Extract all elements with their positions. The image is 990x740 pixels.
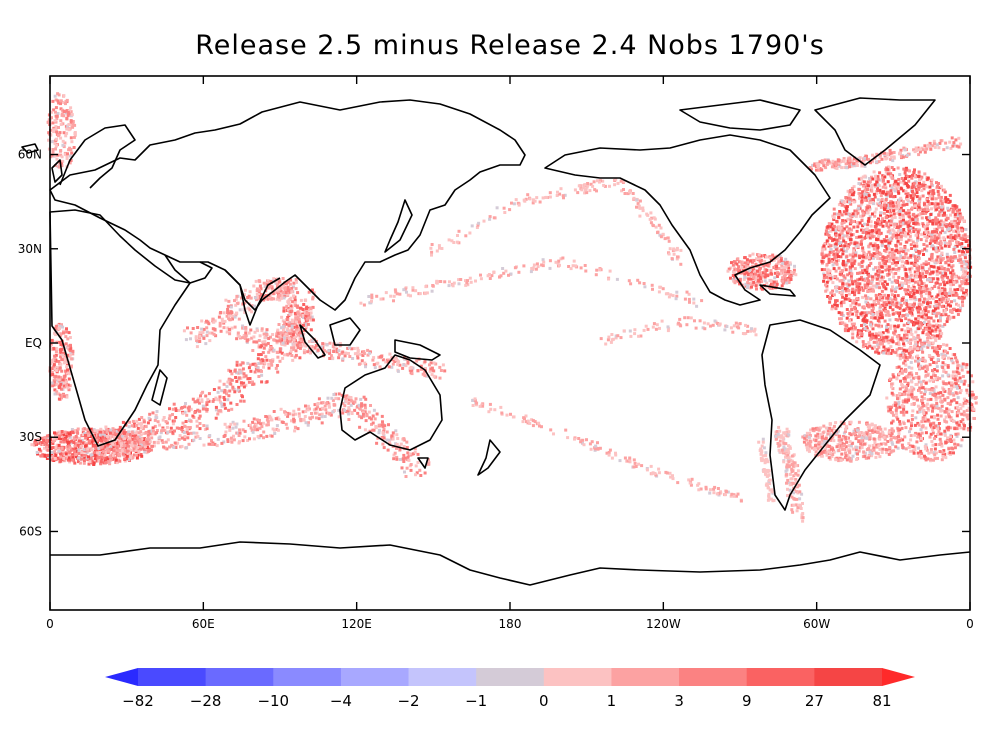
colorbar-label: 3 <box>674 692 684 710</box>
colorbar-swatch <box>746 668 815 686</box>
colorbar-label: 27 <box>805 692 824 710</box>
colorbar: −82 −28 −10 −4 −2 −1 0 1 3 9 27 81 <box>105 668 915 710</box>
coast-cuba <box>759 284 796 297</box>
colorbar-label: −1 <box>465 692 487 710</box>
colorbar-label: −4 <box>330 692 352 710</box>
coast-south-america <box>761 319 881 511</box>
coast-antarctica <box>50 541 971 586</box>
coast-north-america <box>544 134 831 306</box>
coast-tasmania <box>417 457 429 469</box>
colorbar-label: 0 <box>539 692 549 710</box>
lat-tick-label: 30S <box>19 430 42 444</box>
coast-madagascar <box>151 369 168 406</box>
colorbar-label: −82 <box>122 692 154 710</box>
colorbar-swatch <box>476 668 545 686</box>
lon-tick-label: 120E <box>341 617 372 631</box>
coast-sumatra <box>299 324 326 359</box>
colorbar-swatch <box>543 668 612 686</box>
colorbar-right-arrow <box>882 668 915 686</box>
coastlines <box>21 97 971 586</box>
lon-tick-label: 180 <box>499 617 522 631</box>
lat-tick-label: 60N <box>18 148 42 162</box>
coast-scandinavia <box>59 124 136 189</box>
colorbar-label: 1 <box>607 692 617 710</box>
lon-tick-label: 0 <box>966 617 974 631</box>
colorbar-swatch <box>205 668 274 686</box>
map-frame: 0 60E 120E 180 120W 60W 0 60N 30N EQ 30S 60S <box>18 75 974 631</box>
coast-uk <box>51 159 63 183</box>
lat-tick-label: EQ <box>25 336 42 350</box>
colorbar-swatch <box>408 668 477 686</box>
colorbar-swatch <box>611 668 680 686</box>
lon-tick-label: 60E <box>192 617 215 631</box>
coast-arctic-islands <box>679 99 801 131</box>
coast-india <box>224 269 281 326</box>
lon-tick-label: 0 <box>46 617 54 631</box>
coast-new-guinea <box>394 339 441 361</box>
coast-australia <box>339 354 443 451</box>
coast-new-zealand <box>477 439 501 476</box>
lat-tick-label: 60S <box>19 524 42 538</box>
observation-field <box>30 92 978 523</box>
lon-tick-label: 120W <box>646 617 681 631</box>
coast-africa <box>49 209 191 447</box>
colorbar-swatch <box>273 668 342 686</box>
coast-eurasia <box>49 99 526 311</box>
coast-greenland <box>814 97 936 166</box>
coast-arabia <box>164 254 213 284</box>
colorbar-swatch <box>340 668 410 686</box>
colorbar-label: 81 <box>872 692 891 710</box>
colorbar-left-arrow <box>105 668 138 686</box>
colorbar-label: −10 <box>257 692 289 710</box>
chart-title: Release 2.5 minus Release 2.4 Nobs 1790'… <box>195 30 825 61</box>
coast-japan <box>384 199 413 253</box>
colorbar-label: −2 <box>397 692 419 710</box>
colorbar-swatch <box>679 668 748 686</box>
coast-borneo <box>329 317 361 346</box>
coast-iceland <box>21 143 39 154</box>
colorbar-label: 9 <box>742 692 752 710</box>
lat-tick-label: 30N <box>18 242 42 256</box>
lon-tick-label: 60W <box>803 617 830 631</box>
colorbar-swatch <box>814 668 883 686</box>
colorbar-swatch <box>138 668 207 686</box>
colorbar-label: −28 <box>190 692 222 710</box>
